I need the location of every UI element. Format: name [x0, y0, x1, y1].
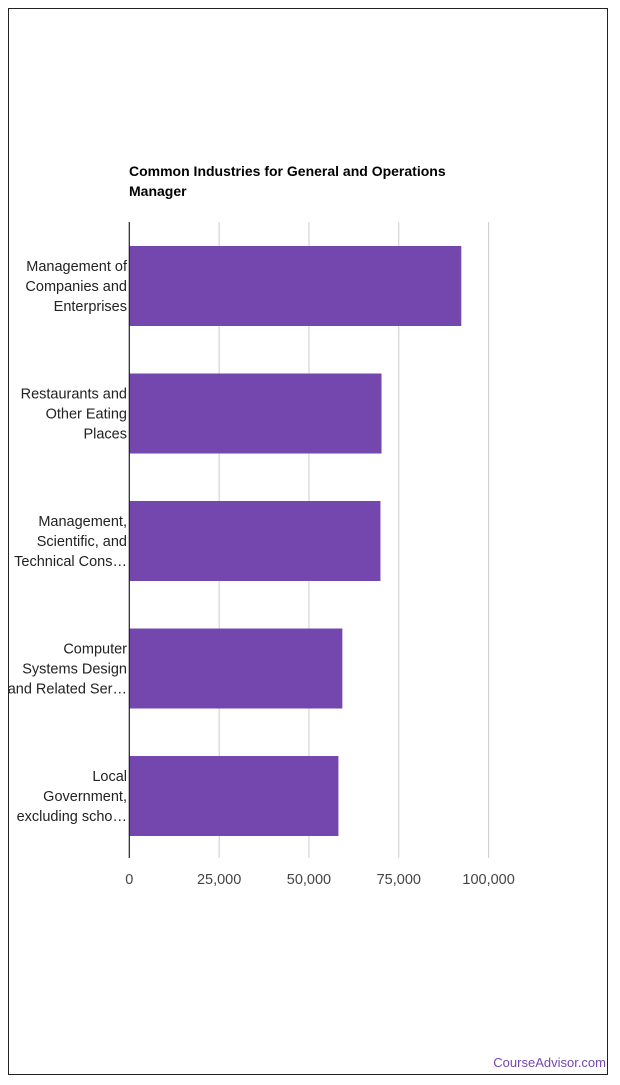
x-tick-label: 100,000 [462, 872, 514, 888]
x-tick-label: 0 [125, 872, 133, 888]
category-label: Management of [26, 259, 128, 275]
bar [129, 373, 382, 454]
bar [129, 501, 381, 581]
category-label: Places [83, 427, 127, 443]
x-tick-label: 50,000 [287, 872, 331, 888]
category-label: and Related Ser… [8, 682, 127, 698]
chart-title: Common Industries for General and Operat… [129, 163, 446, 199]
bar [129, 628, 343, 709]
chart-frame [8, 8, 608, 1075]
category-label: Companies and [25, 279, 127, 295]
category-label: Other Eating [46, 407, 127, 423]
category-label: Restaurants and [21, 387, 127, 403]
category-label: Enterprises [54, 299, 127, 315]
courseadvisor-link[interactable]: CourseAdvisor.com [493, 1055, 606, 1070]
x-tick-label: 25,000 [197, 872, 241, 888]
x-tick-label: 75,000 [377, 872, 421, 888]
bar [129, 756, 339, 836]
bar [129, 246, 462, 326]
category-label: Scientific, and [37, 534, 127, 550]
category-label: Management, [38, 514, 127, 530]
category-label: Computer [63, 642, 127, 658]
category-label: Local [92, 769, 127, 785]
category-label: Technical Cons… [14, 554, 127, 570]
category-label: Government, [43, 789, 127, 805]
category-label: Systems Design [22, 662, 127, 678]
category-label: excluding scho… [17, 809, 127, 825]
